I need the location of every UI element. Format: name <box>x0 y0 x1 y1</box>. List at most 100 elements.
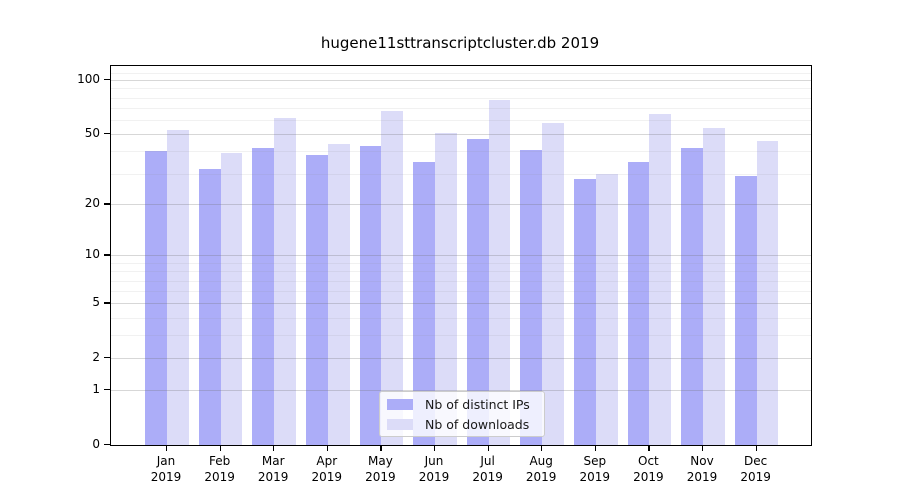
x-tick-label: Jul 2019 <box>456 453 520 485</box>
y-tick-label: 0 <box>92 437 100 451</box>
y-tick-label: 1 <box>92 382 100 397</box>
bar-downloads-mar <box>274 117 296 445</box>
bar-downloads-oct <box>649 113 672 445</box>
x-tick-mark <box>541 445 543 451</box>
y-tick-mark <box>104 203 110 205</box>
x-tick-month: Feb <box>208 454 231 468</box>
x-tick-label: Dec 2019 <box>724 453 788 485</box>
x-tick-year: 2019 <box>150 470 182 484</box>
x-tick-year: 2019 <box>633 470 664 484</box>
bar-downloads-apr <box>327 144 350 445</box>
bar-distinct-ips-nov <box>681 147 703 445</box>
bar-distinct-ips-apr <box>306 155 328 445</box>
legend-label-downloads: Nb of downloads <box>425 416 530 432</box>
x-tick-month: Jul <box>480 454 495 468</box>
x-tick-mark <box>380 445 382 451</box>
y-tick-mark <box>104 444 110 446</box>
y-tick-mark <box>104 254 110 256</box>
x-tick-year: 2019 <box>204 470 235 484</box>
bar-downloads-may <box>381 111 404 445</box>
legend-row-downloads: Nb of downloads <box>387 415 537 433</box>
minor-gridline <box>111 88 811 90</box>
x-tick-month: Apr <box>316 454 338 468</box>
bar-downloads-jan <box>167 129 189 445</box>
legend-swatch-distinct-ips <box>387 398 413 410</box>
x-tick-mark <box>702 445 704 451</box>
x-tick-month: Jun <box>424 454 444 468</box>
x-tick-label: Apr 2019 <box>295 453 359 485</box>
y-tick-label: 2 <box>92 350 100 365</box>
y-tick-mark <box>104 133 110 135</box>
y-tick-label: 10 <box>84 247 100 262</box>
x-tick-month: May <box>367 454 393 468</box>
x-tick-month: Jan <box>156 454 176 468</box>
major-gridline <box>111 134 811 136</box>
major-gridline <box>111 358 811 360</box>
bar-distinct-ips-jun <box>413 161 435 445</box>
y-tick-mark <box>104 357 110 359</box>
x-tick-month: Oct <box>638 454 659 468</box>
minor-gridline <box>111 108 811 110</box>
x-tick-label: Jan 2019 <box>134 453 198 485</box>
bar-downloads-feb <box>220 153 243 445</box>
x-tick-label: Feb 2019 <box>188 453 252 485</box>
minor-gridline <box>111 280 811 282</box>
major-gridline <box>111 204 811 206</box>
y-tick-mark <box>104 389 110 391</box>
major-gridline <box>111 390 811 392</box>
bar-downloads-dec <box>756 140 779 445</box>
bars-layer <box>111 66 811 445</box>
x-tick-mark <box>273 445 275 451</box>
y-tick-label: 5 <box>92 295 100 310</box>
x-tick-mark <box>594 445 596 451</box>
legend-row-distinct-ips: Nb of distinct IPs <box>387 395 537 413</box>
major-gridline <box>111 303 811 305</box>
x-tick-mark <box>166 445 168 451</box>
x-tick-year: 2019 <box>525 470 557 484</box>
x-tick-mark <box>755 445 757 451</box>
y-tick-mark <box>104 302 110 304</box>
x-tick-mark <box>434 445 436 451</box>
grid-layer <box>111 66 811 445</box>
x-tick-year: 2019 <box>311 470 343 484</box>
x-tick-year: 2019 <box>257 470 289 484</box>
bar-downloads-aug <box>542 122 564 445</box>
minor-gridline <box>111 263 811 264</box>
x-tick-year: 2019 <box>472 470 503 484</box>
x-tick-month: Aug <box>529 454 553 468</box>
chart-title: hugene11sttranscriptcluster.db 2019 <box>320 34 600 52</box>
minor-gridline <box>111 72 811 74</box>
x-tick-year: 2019 <box>365 470 396 484</box>
x-tick-mark <box>219 445 221 451</box>
bar-distinct-ips-sep <box>574 178 596 445</box>
x-tick-label: Mar 2019 <box>241 453 305 485</box>
bar-distinct-ips-aug <box>520 149 543 445</box>
x-tick-label: Jun 2019 <box>402 453 466 485</box>
bar-downloads-nov <box>703 128 725 445</box>
x-tick-month: Dec <box>743 454 768 468</box>
y-tick-label: 20 <box>84 196 100 211</box>
minor-gridline <box>111 151 811 153</box>
legend-label-distinct-ips: Nb of distinct IPs <box>425 396 530 412</box>
x-tick-label: Oct 2019 <box>616 453 680 485</box>
bar-downloads-jul <box>488 99 511 445</box>
x-tick-year: 2019 <box>418 470 450 484</box>
major-gridline <box>111 80 811 82</box>
y-tick-label: 50 <box>84 126 100 141</box>
minor-gridline <box>111 335 811 337</box>
x-tick-mark <box>326 445 328 451</box>
x-tick-month: Sep <box>583 454 607 468</box>
x-tick-label: Sep 2019 <box>563 453 627 485</box>
legend-swatch-downloads <box>387 418 413 430</box>
x-tick-year: 2019 <box>740 470 771 484</box>
bar-distinct-ips-mar <box>252 147 275 445</box>
x-tick-month: Mar <box>261 454 285 468</box>
x-tick-year: 2019 <box>686 470 718 484</box>
x-tick-label: Aug 2019 <box>509 453 573 485</box>
minor-gridline <box>111 271 811 273</box>
minor-gridline <box>111 291 811 293</box>
bar-distinct-ips-jul <box>466 139 489 445</box>
y-tick-label: 100 <box>77 72 100 87</box>
bar-distinct-ips-may <box>359 145 382 445</box>
plot-area <box>110 65 812 446</box>
